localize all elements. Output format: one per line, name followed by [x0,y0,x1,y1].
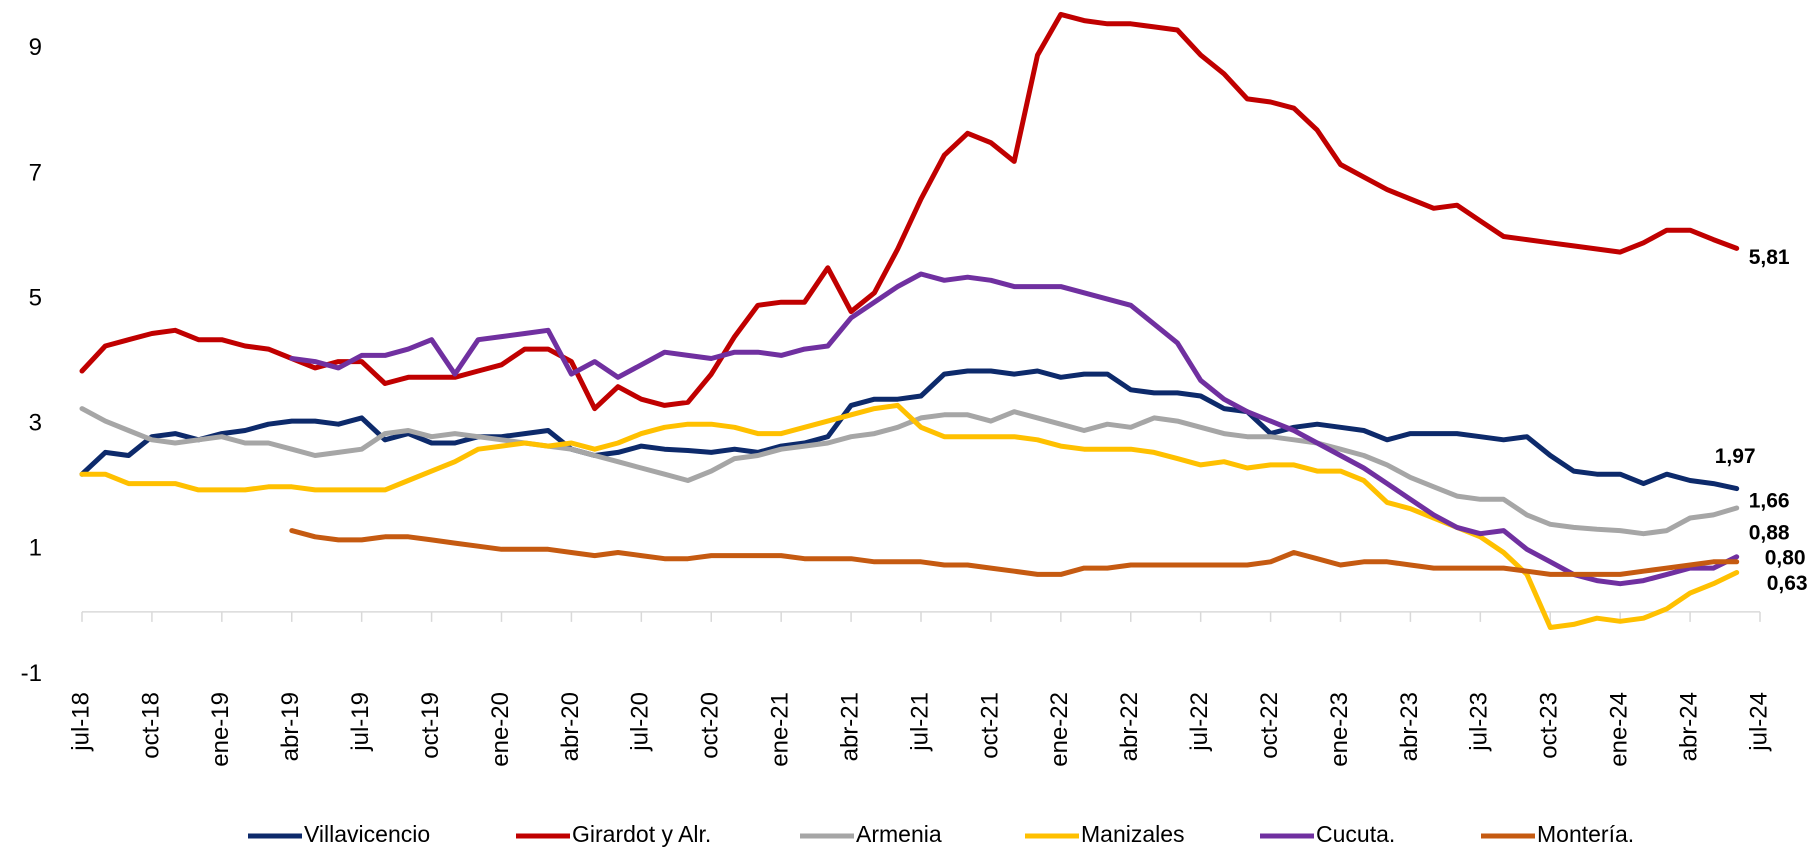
x-tick-label: abr-21 [836,692,863,761]
x-tick-label: oct-20 [697,692,724,759]
y-tick-label: 5 [29,284,42,311]
x-tick-label: oct-21 [976,692,1003,759]
series-line [79,11,1740,412]
x-tick-label: oct-23 [1536,692,1563,759]
legend-text: Villavicencio [304,821,430,847]
x-tick-label: jul-23 [1466,692,1493,752]
end-label: 1,66 [1749,490,1790,513]
x-tick-label: jul-20 [627,692,654,752]
series-line [79,368,1740,492]
x-tick-label: abr-20 [557,692,584,761]
x-tick-label: jul-21 [906,692,933,752]
legend-text: Montería. [1537,821,1634,847]
end-label: 5,81 [1749,246,1790,269]
x-tick-label: abr-24 [1675,692,1702,761]
legend-text: Girardot y Alr. [572,821,711,847]
y-tick-label: 9 [29,34,42,61]
legend-text: Armenia [856,821,942,847]
x-tick-label: ene-22 [1046,692,1073,767]
x-tick-label: jul-19 [347,692,374,752]
x-tick-label: jul-24 [1745,692,1772,752]
x-tick-label: abr-22 [1116,692,1143,761]
x-tick-label: oct-18 [137,692,164,759]
x-tick-label: jul-22 [1186,692,1213,752]
end-label: 0,80 [1765,546,1806,569]
x-tick-label: oct-22 [1256,692,1283,759]
series-line [289,271,1740,587]
x-tick-label: ene-20 [487,692,514,767]
x-tick-label: ene-24 [1606,692,1633,767]
y-tick-label: 3 [29,410,42,437]
end-label: 0,63 [1767,572,1808,595]
end-label: 1,97 [1715,445,1756,468]
x-tick-label: ene-23 [1326,692,1353,767]
x-tick-label: abr-23 [1396,692,1423,761]
x-tick-label: jul-18 [67,692,94,752]
legend-text: Manizales [1081,821,1185,847]
x-tick-label: ene-19 [207,692,234,767]
y-tick-label: 7 [29,159,42,186]
end-label: 0,88 [1749,521,1790,544]
x-tick-label: ene-21 [767,692,794,767]
series-line [79,406,1740,537]
y-tick-label: -1 [21,660,42,687]
y-tick-label: 1 [29,535,42,562]
x-tick-label: abr-19 [277,692,304,761]
x-tick-label: oct-19 [417,692,444,759]
legend-text: Cucuta. [1316,821,1395,847]
series-line [289,528,1740,577]
